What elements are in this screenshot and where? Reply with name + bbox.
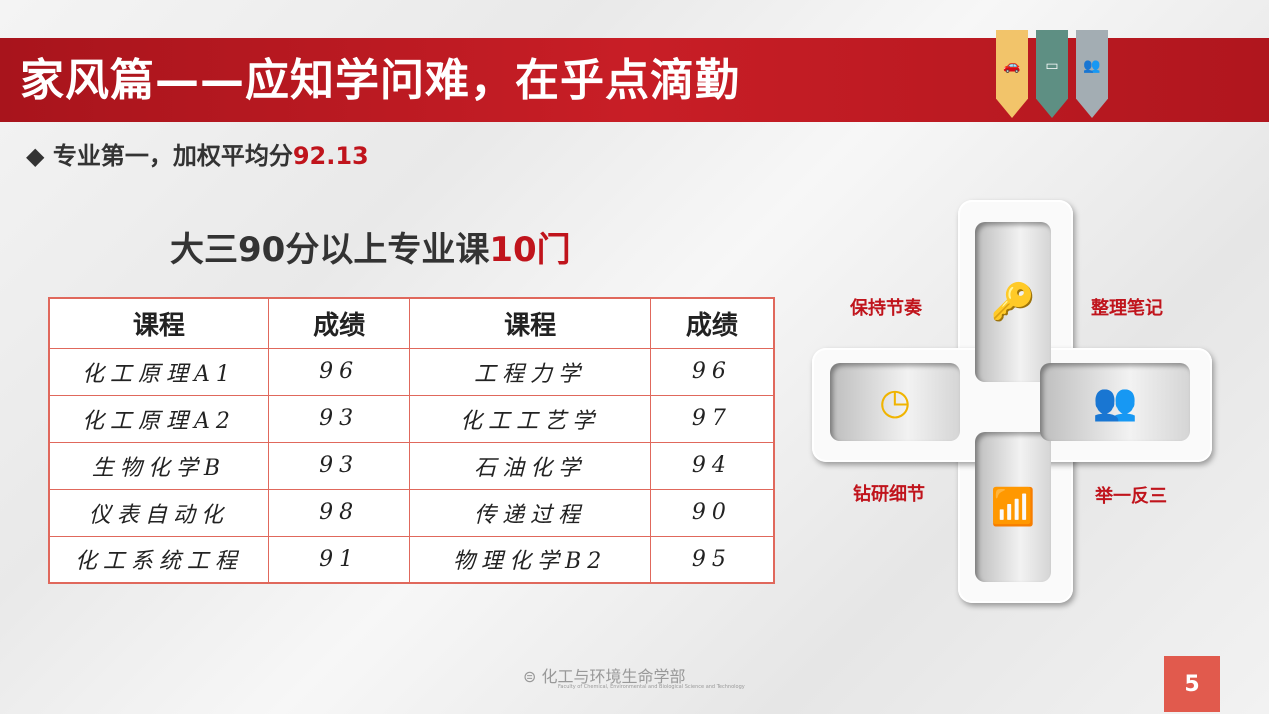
score-cell: 93 (267, 441, 411, 490)
course-count: 10门 (489, 230, 571, 270)
team-podium-icon: 👥 (1040, 363, 1190, 441)
course-cell: 化工原理A2 (48, 394, 269, 443)
table-row: 化工系统工程 91 物理化学B2 95 (48, 535, 775, 584)
header-score: 成绩 (649, 297, 775, 349)
average-score: 92.13 (292, 142, 369, 170)
header-course: 课程 (48, 297, 269, 349)
label-infer: 举一反三 (1095, 486, 1167, 507)
bullet-icon: ◆ (26, 142, 45, 170)
clock-icon: ◷ (830, 363, 960, 441)
subtitle-text: 专业第一，加权平均分 (52, 142, 293, 170)
score-cell: 97 (649, 394, 775, 443)
car-icon: 🚗 (996, 30, 1028, 118)
table-row: 化工原理A1 96 工程力学 96 (48, 347, 775, 396)
org-name: 化工与环境生命学部 (541, 667, 686, 686)
grades-table: 课程 成绩 课程 成绩 化工原理A1 96 工程力学 96 化工原理A2 93 化工工艺学 9… (48, 297, 775, 584)
key-hand-icon: 🔑 (975, 222, 1051, 382)
course-cell: 仪表自动化 (48, 488, 269, 537)
score-cell: 95 (649, 535, 775, 584)
section-heading: 大三90分以上专业课10门 (170, 222, 571, 271)
table-row: 生物化学B 93 石油化学 94 (48, 441, 775, 490)
score-cell: 94 (649, 441, 775, 490)
score-cell: 96 (649, 347, 775, 396)
battery-icon: ▭ (1036, 30, 1068, 118)
label-keep-rhythm: 保持节奏 (850, 298, 922, 319)
label-study-details: 钻研细节 (853, 484, 925, 505)
score-cell: 98 (267, 488, 411, 537)
course-cell: 物理化学B2 (409, 535, 651, 584)
climbing-stairs-icon: 📶 (975, 432, 1051, 582)
score-cell: 91 (267, 535, 411, 584)
header-course: 课程 (409, 297, 651, 349)
score-cell: 96 (267, 347, 411, 396)
score-cell: 90 (649, 488, 775, 537)
course-cell: 化工原理A1 (48, 347, 269, 396)
table-row: 化工原理A2 93 化工工艺学 97 (48, 394, 775, 443)
course-cell: 工程力学 (409, 347, 651, 396)
heading-text: 大三90分以上专业课 (170, 230, 490, 270)
label-organize-notes: 整理笔记 (1091, 298, 1163, 319)
users-icon: 👥 (1076, 30, 1108, 118)
course-cell: 化工系统工程 (48, 535, 269, 584)
course-cell: 石油化学 (409, 441, 651, 490)
logo-icon: ⊜ (523, 667, 537, 686)
table-header: 课程 成绩 课程 成绩 (48, 297, 775, 349)
page-title: 家风篇——应知学问难，在乎点滴勤 (20, 55, 740, 106)
course-cell: 传递过程 (409, 488, 651, 537)
subtitle: ◆ 专业第一，加权平均分92.13 (26, 136, 369, 171)
org-logo: ⊜ 化工与环境生命学部 (523, 663, 686, 687)
course-cell: 化工工艺学 (409, 394, 651, 443)
org-name-en: Faculty of Chemical, Environmental and B… (558, 684, 745, 690)
score-cell: 93 (267, 394, 411, 443)
page-number: 5 (1164, 656, 1220, 712)
header-score: 成绩 (267, 297, 411, 349)
course-cell: 生物化学B (48, 441, 269, 490)
table-row: 仪表自动化 98 传递过程 90 (48, 488, 775, 537)
